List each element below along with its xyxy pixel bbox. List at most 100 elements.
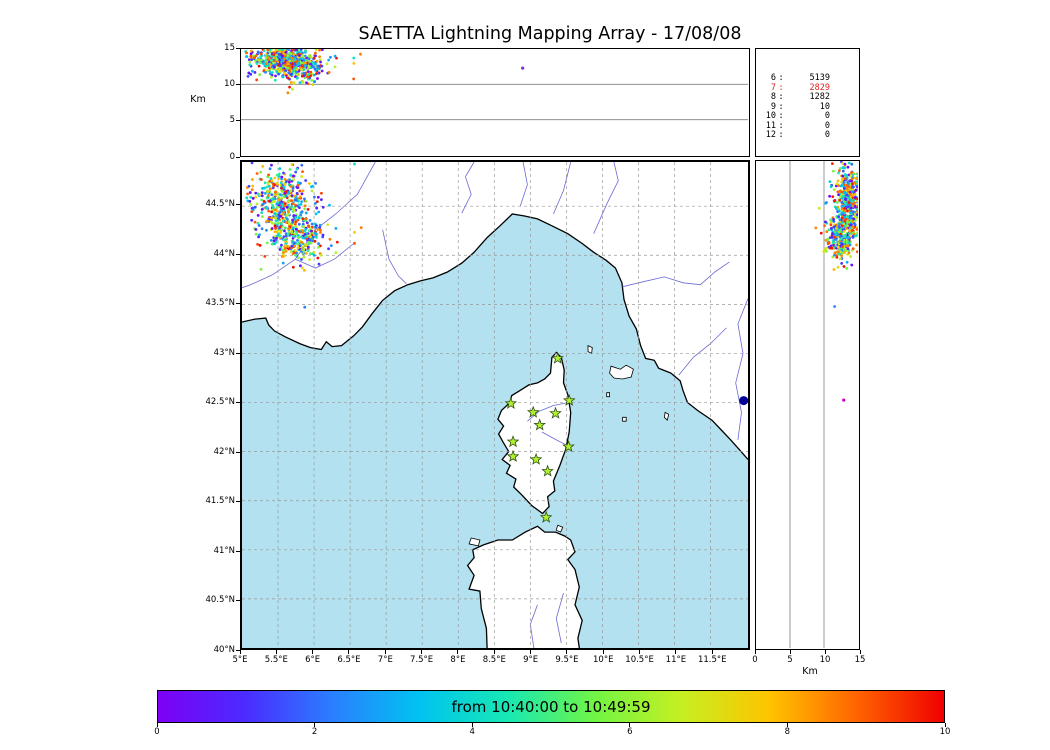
stats-separator: : [778,120,784,131]
tick-mark [471,723,473,727]
tick-mark [711,650,713,654]
colorbar-tick-label: 6 [627,727,633,737]
altitude-xtick-label: 5 [787,655,793,665]
stats-row: 9: 10 [756,101,859,113]
tick-mark [457,650,459,654]
map-xtick-label: 9.5°E [555,655,579,665]
stats-value: 0 [824,130,830,140]
tick-mark [789,650,791,654]
tick-mark [824,650,826,654]
stats-station-count: 6 [770,73,776,83]
tick-mark [421,650,423,654]
lma-station-marker [533,418,547,431]
lma-station-marker [549,406,562,419]
tick-mark [493,650,495,654]
stats-value: 0 [824,120,830,131]
tick-mark [384,650,386,654]
lma-station-marker [529,452,543,465]
stats-station-count: 11 [765,120,776,131]
lma-station-marker [541,464,554,477]
tick-mark [312,650,314,654]
map-xtick-label: 9°E [523,655,539,665]
map-xtick-label: 8°E [450,655,466,665]
map-xtick-label: 11.5°E [697,655,727,665]
altitude-ytick-label: 0 [229,151,235,162]
tick-mark [236,303,240,305]
map-ytick-label: 43°N [213,347,235,358]
stats-row: 6: 5139 [756,73,859,84]
altitude-xtick-label: 15 [854,655,866,665]
tick-mark [236,649,240,651]
tick-mark [566,650,568,654]
tick-mark [639,650,641,654]
stats-station-count: 8 [770,92,776,102]
altitude-axis-label-left: Km [190,94,206,105]
altitude-xtick-label: 10 [819,655,831,665]
stats-row: 12: 0 [756,130,859,141]
altitude-axis-label-bottom: Km [802,666,818,677]
altitude-ytick-label: 15 [224,42,235,53]
tick-mark [530,650,532,654]
colorbar-tick-label: 2 [311,727,318,737]
map-xtick-label: 11°E [665,655,687,665]
tick-mark [236,550,240,552]
map-xtick-label: 7.5°E [410,655,434,665]
tick-mark [675,650,677,654]
map-panel [240,160,750,650]
tick-mark [156,723,158,727]
colorbar-label: from 10:40:00 to 10:49:59 [451,697,651,716]
lma-station-marker [526,405,540,418]
map-ytick-label: 43.5°N [205,298,235,309]
tick-mark [236,83,240,85]
stats-separator: : [778,111,784,121]
colorbar-tick-label: 0 [154,727,160,737]
tick-mark [236,156,240,158]
tick-mark [236,120,240,122]
tick-mark [786,723,788,727]
figure-title: SAETTA Lightning Mapping Array - 17/08/0… [358,24,742,44]
tick-mark [239,650,241,654]
stats-value: 10 [819,101,830,112]
stats-value: 2829 [809,82,830,93]
lma-station-marker [562,440,575,453]
tick-mark [236,253,240,255]
stats-row: 10: 0 [756,111,859,122]
map-ytick-label: 40.5°N [205,595,235,605]
map-xtick-label: 8.5°E [482,655,506,665]
map-ytick-label: 44.5°N [205,199,235,210]
map-ytick-label: 42.5°N [205,397,235,408]
lma-station-marker [506,449,520,462]
stats-row: 11: 0 [756,120,859,132]
altitude-longitude-panel [240,48,750,157]
tick-mark [314,723,316,727]
stats-station-count: 12 [765,130,776,140]
lma-station-marker [506,435,520,448]
colorbar-tick-label: 8 [784,727,791,737]
map-ytick-label: 44°N [213,248,235,259]
map-xtick-label: 5.5°E [264,655,288,665]
stats-separator: : [778,92,784,102]
stats-value: 0 [824,111,830,121]
altitude-latitude-panel [755,160,860,650]
station-stats-panel: 6:5139 7:2829 8:1282 9:10 10:0 11:0 12:0 [755,48,860,157]
tick-mark [348,650,350,654]
map-xtick-label: 10°E [593,655,614,665]
colorbar-tick-label: 4 [469,727,475,737]
lma-station-marker [551,351,564,364]
map-xtick-label: 7°E [377,655,393,665]
map-xtick-label: 10.5°E [625,655,654,665]
stats-separator: : [778,101,784,112]
stats-station-count: 7 [770,82,776,93]
map-ytick-label: 41.5°N [205,496,235,506]
stats-value: 5139 [809,73,830,83]
stats-separator: : [778,130,784,140]
tick-mark [275,650,277,654]
altitude-ytick-label: 5 [229,115,235,126]
lma-station-marker [539,510,553,523]
colorbar-tick-label: 10 [939,727,951,737]
tick-mark [236,204,240,206]
map-ytick-label: 41°N [213,545,235,556]
lma-station-marker [504,396,518,409]
stats-row: 7: 2829 [756,82,859,94]
